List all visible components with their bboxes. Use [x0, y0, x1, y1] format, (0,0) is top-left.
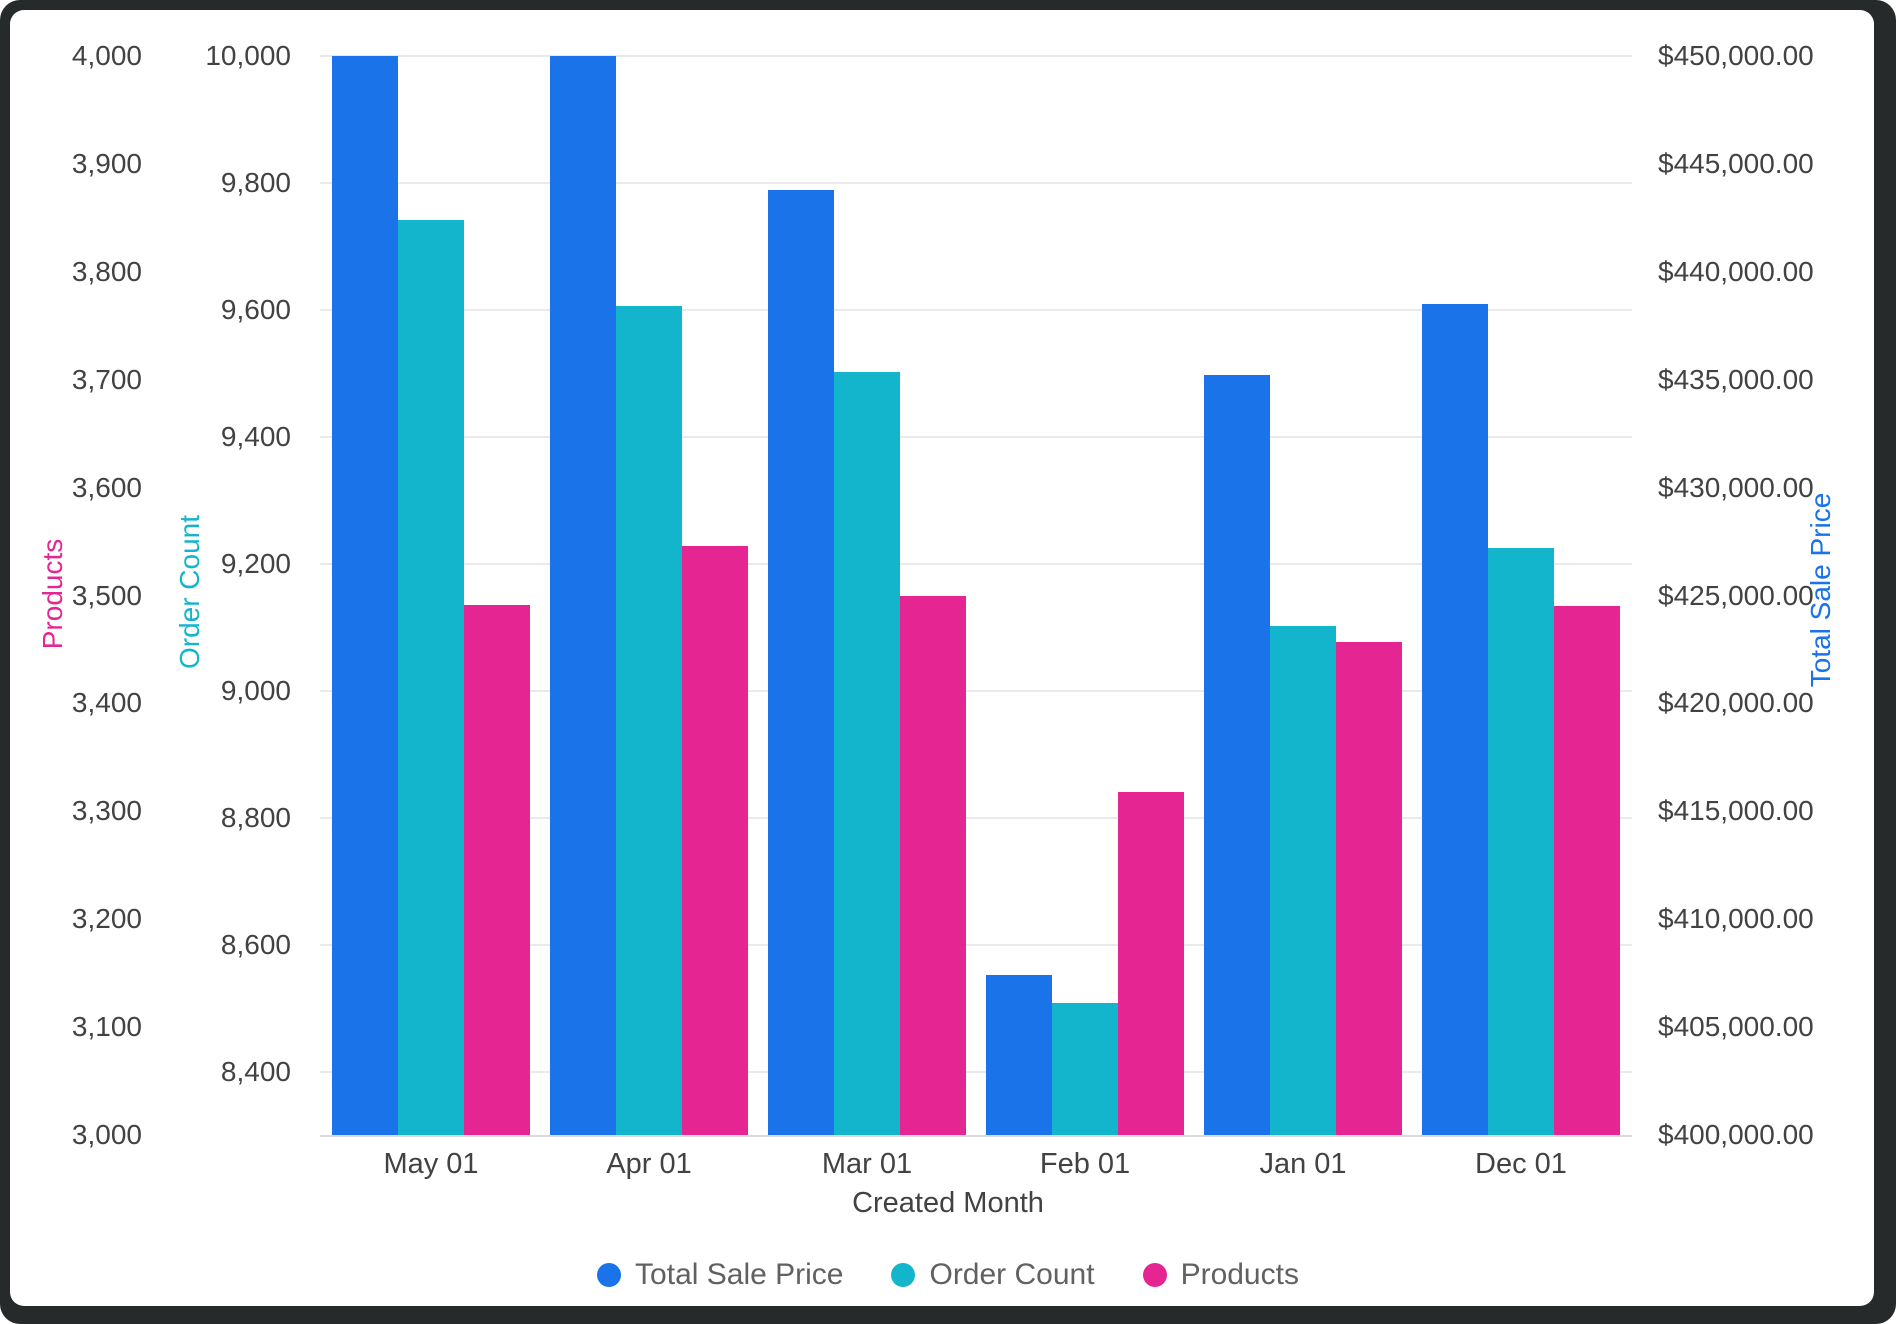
sale-tick-label: $410,000.00 — [1658, 903, 1814, 935]
x-tick-label: Dec 01 — [1475, 1148, 1567, 1180]
sale-tick-label: $415,000.00 — [1658, 795, 1814, 827]
orders-tick-label: 9,400 — [220, 420, 291, 452]
gridline — [320, 435, 1632, 438]
legend-swatch-icon — [597, 1263, 622, 1287]
legend-swatch-icon — [1142, 1263, 1167, 1287]
x-tick-label: May 01 — [383, 1148, 479, 1180]
bar-products[interactable] — [1554, 606, 1620, 1135]
bar-order-count[interactable] — [834, 372, 900, 1135]
products-tick-label: 3,200 — [71, 903, 142, 935]
gridline — [320, 943, 1632, 946]
bar-products[interactable] — [900, 595, 966, 1135]
products-tick-label: 3,500 — [71, 579, 142, 611]
products-tick-label: 3,800 — [71, 255, 142, 287]
products-tick-label: 3,300 — [71, 795, 142, 827]
x-axis-title: Created Month — [852, 1187, 1044, 1219]
legend-label: Total Sale Price — [635, 1258, 844, 1291]
products-tick-label: 3,600 — [71, 471, 142, 503]
products-tick-label: 3,400 — [71, 687, 142, 719]
sale-tick-label: $420,000.00 — [1658, 687, 1814, 719]
gridline — [320, 308, 1632, 311]
sale-tick-label: $430,000.00 — [1658, 471, 1814, 503]
legend: Total Sale Price Order Count Products — [0, 1260, 1896, 1290]
bar-products[interactable] — [1336, 641, 1402, 1135]
orders-tick-label: 8,600 — [220, 928, 291, 960]
bar-products[interactable] — [464, 605, 530, 1135]
gridline — [320, 1070, 1632, 1073]
sale-tick-label: $445,000.00 — [1658, 147, 1814, 179]
sale-tick-label: $400,000.00 — [1658, 1119, 1814, 1150]
orders-tick-label: 8,400 — [220, 1055, 291, 1087]
bar-products[interactable] — [1118, 791, 1184, 1135]
x-axis-baseline — [320, 1135, 1632, 1137]
bar-total-sale-price[interactable] — [768, 189, 834, 1135]
sale-tick-label: $450,000.00 — [1658, 40, 1814, 71]
products-tick-label: 3,700 — [71, 363, 142, 395]
products-tick-label: 3,900 — [71, 147, 142, 179]
gridline — [320, 562, 1632, 565]
gridline — [320, 181, 1632, 184]
bar-order-count[interactable] — [1488, 547, 1554, 1135]
gridline — [320, 689, 1632, 692]
bar-order-count[interactable] — [1052, 1002, 1118, 1135]
sale-tick-label: $440,000.00 — [1658, 255, 1814, 287]
orders-tick-label: 8,800 — [220, 801, 291, 833]
legend-swatch-icon — [891, 1263, 916, 1287]
legend-item-products[interactable]: Products — [1142, 1258, 1299, 1291]
sale-tick-label: $435,000.00 — [1658, 363, 1814, 395]
orders-tick-label: 9,800 — [220, 166, 291, 198]
bar-total-sale-price[interactable] — [1422, 304, 1488, 1135]
bar-total-sale-price[interactable] — [1204, 375, 1270, 1135]
gridline — [320, 816, 1632, 819]
x-tick-label: Feb 01 — [1039, 1148, 1131, 1180]
x-tick-label: Jan 01 — [1259, 1148, 1347, 1180]
products-tick-label: 3,100 — [71, 1011, 142, 1043]
bar-order-count[interactable] — [398, 219, 464, 1135]
orders-tick-label: 9,600 — [220, 293, 291, 325]
orders-tick-label: 9,000 — [220, 674, 291, 706]
bar-order-count[interactable] — [616, 306, 682, 1135]
bar-total-sale-price[interactable] — [550, 56, 616, 1135]
bar-order-count[interactable] — [1270, 625, 1336, 1135]
orders-tick-label: 10,000 — [205, 40, 291, 71]
sale-tick-label: $425,000.00 — [1658, 579, 1814, 611]
legend-item-total-sale-price[interactable]: Total Sale Price — [597, 1260, 843, 1290]
axis-title-orders: Order Count — [174, 514, 205, 670]
bar-total-sale-price[interactable] — [332, 56, 398, 1135]
legend-item-order-count[interactable]: Order Count — [891, 1258, 1095, 1291]
legend-label: Order Count — [929, 1258, 1095, 1291]
x-tick-label: Apr 01 — [606, 1148, 692, 1180]
orders-tick-label: 9,200 — [220, 547, 291, 579]
products-tick-label: 3,000 — [71, 1119, 142, 1150]
sale-tick-label: $405,000.00 — [1658, 1011, 1814, 1043]
bar-total-sale-price[interactable] — [986, 975, 1052, 1135]
legend-label: Products — [1180, 1258, 1299, 1291]
bar-products[interactable] — [682, 545, 748, 1135]
gridline — [320, 55, 1632, 57]
x-tick-label: Mar 01 — [821, 1148, 913, 1180]
products-tick-label: 4,000 — [71, 40, 142, 71]
